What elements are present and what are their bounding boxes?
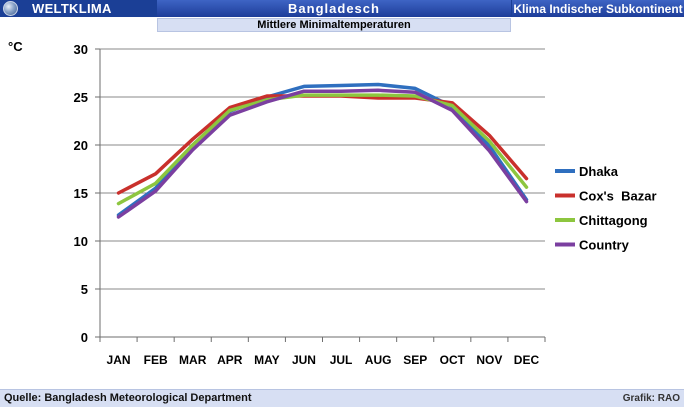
y-tick-label: 30 xyxy=(74,42,88,57)
brand-label: WELTKLIMA xyxy=(32,1,112,16)
source-text: Quelle: Bangladesh Meteorological Depart… xyxy=(4,392,252,404)
x-tick-label: MAY xyxy=(254,353,280,367)
series-line xyxy=(116,88,529,219)
region-link[interactable]: Klima Indischer Subkontinent xyxy=(512,0,684,17)
y-unit-label: °C xyxy=(8,39,23,54)
series-line xyxy=(116,93,529,206)
x-tick-label: JUN xyxy=(292,353,316,367)
x-tick-label: OCT xyxy=(440,353,466,367)
y-tick-label: 20 xyxy=(74,138,88,153)
x-tick-label: MAR xyxy=(179,353,207,367)
y-tick-label: 25 xyxy=(74,90,88,105)
y-tick-label: 15 xyxy=(74,186,88,201)
globe-icon xyxy=(3,1,18,16)
legend-label: Country xyxy=(579,238,630,253)
legend-label: Dhaka xyxy=(579,164,619,179)
brand[interactable]: WELTKLIMA xyxy=(0,0,156,17)
y-tick-label: 0 xyxy=(81,330,88,345)
legend-label: Cox's Bazar xyxy=(579,189,657,204)
x-tick-label: DEC xyxy=(514,353,540,367)
x-tick-label: FEB xyxy=(144,353,168,367)
x-tick-label: SEP xyxy=(403,353,427,367)
x-tick-label: JAN xyxy=(107,353,131,367)
credit-text: Grafik: RAO xyxy=(622,393,680,404)
legend-label: Chittagong xyxy=(579,213,648,228)
country-title: Bangladesch xyxy=(157,0,511,17)
x-tick-label: APR xyxy=(217,353,243,367)
y-tick-label: 10 xyxy=(74,234,88,249)
y-tick-label: 5 xyxy=(81,282,88,297)
x-tick-label: JUL xyxy=(330,353,353,367)
chart-subtitle: Mittlere Minimaltemperaturen xyxy=(157,18,511,32)
x-tick-label: AUG xyxy=(365,353,392,367)
x-tick-label: NOV xyxy=(476,353,502,367)
line-chart: 0 5 10 15 20 25 30 JAN FEB MAR APR MAY JUN JUL AUG SEP O… xyxy=(74,42,657,367)
footer-bar xyxy=(0,389,684,407)
